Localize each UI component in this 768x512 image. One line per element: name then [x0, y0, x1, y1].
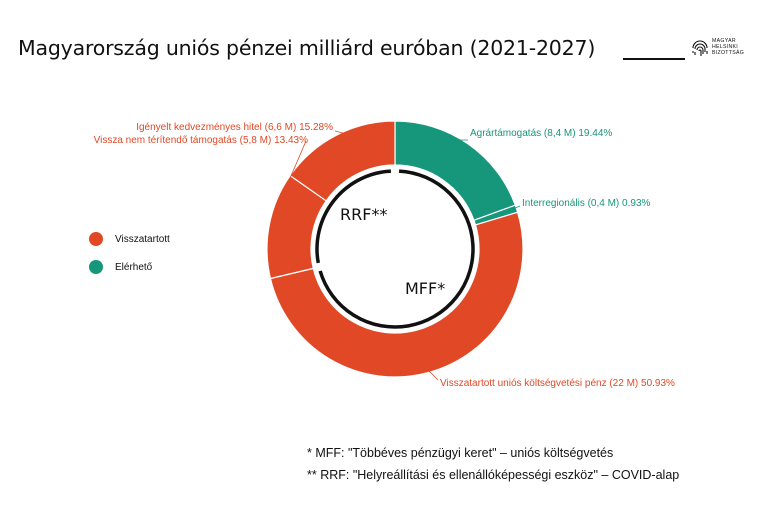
- title-rule: [623, 58, 685, 60]
- legend-item-withheld: Visszatartott: [89, 229, 170, 249]
- logo-line: HELSINKI: [712, 44, 739, 51]
- footnotes: * MFF: "Többéves pénzügyi keret" – uniós…: [307, 442, 679, 486]
- legend-label: Elérhető: [115, 261, 153, 273]
- leader-line-3: [271, 140, 307, 221]
- donut-slice-4: [289, 120, 396, 202]
- legend-item-available: Elérhető: [89, 257, 170, 277]
- leader-line-1: [499, 205, 521, 215]
- rrf-ring: [315, 169, 392, 264]
- legend-label: Visszatartott: [115, 233, 170, 245]
- chart-title: Magyarország uniós pénzei milliárd eurób…: [18, 36, 596, 60]
- logo-line: BIZOTTSÁG: [712, 50, 745, 57]
- slice-label-1: Interregionális (0,4 M) 0.93%: [522, 198, 651, 209]
- slice-label-4: Igényelt kedvezményes hitel (6,6 M) 15.2…: [136, 122, 333, 133]
- logo: MAGYAR HELSINKI BIZOTTSÁG: [690, 37, 760, 67]
- slice-label-3: Vissza nem térítendő támogatás (5,8 M) 1…: [94, 135, 308, 146]
- rrf-label: RRF**: [340, 205, 387, 224]
- leader-line-2: [427, 369, 439, 381]
- logo-text: MAGYAR HELSINKI BIZOTTSÁG: [712, 38, 744, 57]
- mff-ring: [318, 169, 475, 329]
- fingerprint-icon: [692, 40, 708, 56]
- mff-label: MFF*: [405, 279, 445, 298]
- donut-slice-2: [269, 211, 524, 378]
- slice-label-2: Visszatartott uniós költségvetési pénz (…: [440, 378, 675, 389]
- legend-swatch-withheld: [89, 232, 103, 246]
- footnote-mff: * MFF: "Többéves pénzügyi keret" – uniós…: [307, 446, 614, 460]
- slice-label-0: Agrártámogatás (8,4 M) 19.44%: [470, 128, 612, 139]
- leader-line-4: [334, 130, 348, 135]
- legend: Visszatartott Elérhető: [89, 229, 170, 285]
- logo-line: MAGYAR: [712, 38, 736, 44]
- legend-swatch-available: [89, 260, 103, 274]
- footnote-rrf: ** RRF: "Helyreállítási és ellenállóképe…: [307, 468, 680, 482]
